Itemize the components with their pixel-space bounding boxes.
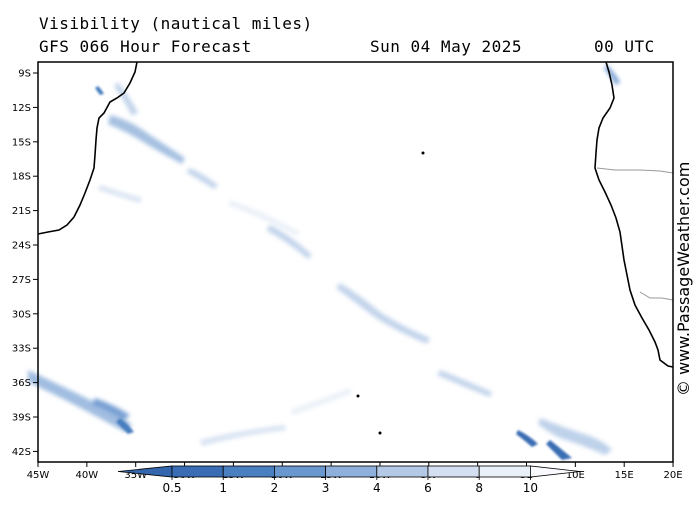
map-area xyxy=(38,62,673,462)
colorbar-swatch xyxy=(273,465,326,478)
colorbar-label: 4 xyxy=(373,481,381,495)
lon-tick-label: 35W xyxy=(124,470,147,481)
colorbar-label: 10 xyxy=(523,481,538,495)
lon-tick-label: 40W xyxy=(76,470,99,481)
lon-tick-label: 10E xyxy=(566,470,585,481)
latitude-ticks: 9S 12S 15S 18S 21S 24S 27S 30S 33S 36S 39S 42S xyxy=(12,69,38,458)
forecast-time: 00 UTC xyxy=(594,37,655,56)
lat-tick-label: 18S xyxy=(12,172,31,183)
lat-tick-label: 30S xyxy=(12,309,31,320)
lat-tick-label: 27S xyxy=(12,275,31,286)
island-gough xyxy=(378,431,382,435)
lat-tick-label: 15S xyxy=(12,137,31,148)
colorbar-max-arrow xyxy=(530,465,581,478)
lon-tick-label: 15E xyxy=(615,470,634,481)
visibility-patches xyxy=(28,65,620,460)
lat-tick-label: 12S xyxy=(12,103,31,114)
lat-tick-label: 9S xyxy=(18,69,31,80)
island-tristan xyxy=(356,394,360,398)
lat-tick-label: 33S xyxy=(12,344,31,355)
colorbar-swatch xyxy=(478,465,531,478)
colorbar-swatch xyxy=(171,465,224,478)
colorbar-swatch xyxy=(376,465,429,478)
lat-tick-label: 24S xyxy=(12,241,31,252)
colorbar-swatch xyxy=(325,465,378,478)
lon-tick-label: 45W xyxy=(27,470,50,481)
colorbar-label: 3 xyxy=(322,481,330,495)
lat-tick-label: 42S xyxy=(12,447,31,458)
lon-tick-label: 20E xyxy=(664,470,683,481)
colorbar-label: 2 xyxy=(271,481,279,495)
colorbar-label: 0.5 xyxy=(162,481,181,495)
colorbar: 0.5 1 2 3 4 6 8 10 xyxy=(117,465,581,495)
map-title: Visibility (nautical miles) xyxy=(39,14,313,33)
map-frame xyxy=(37,61,674,463)
south-america-coast xyxy=(37,61,138,235)
islands xyxy=(356,151,425,435)
forecast-date: Sun 04 May 2025 xyxy=(370,37,522,56)
colorbar-label: 1 xyxy=(219,481,227,495)
forecast-label: GFS 066 Hour Forecast xyxy=(39,37,252,56)
lat-tick-label: 21S xyxy=(12,206,31,217)
coastlines xyxy=(37,61,674,368)
africa-coast xyxy=(594,61,674,368)
colorbar-swatch xyxy=(427,465,480,478)
lat-tick-label: 39S xyxy=(12,413,31,424)
colorbar-label: 6 xyxy=(424,481,432,495)
lat-tick-label: 36S xyxy=(12,378,31,389)
colorbar-swatch xyxy=(222,465,275,478)
island-st-helena xyxy=(421,151,425,155)
borders xyxy=(596,167,674,301)
colorbar-label: 8 xyxy=(475,481,483,495)
